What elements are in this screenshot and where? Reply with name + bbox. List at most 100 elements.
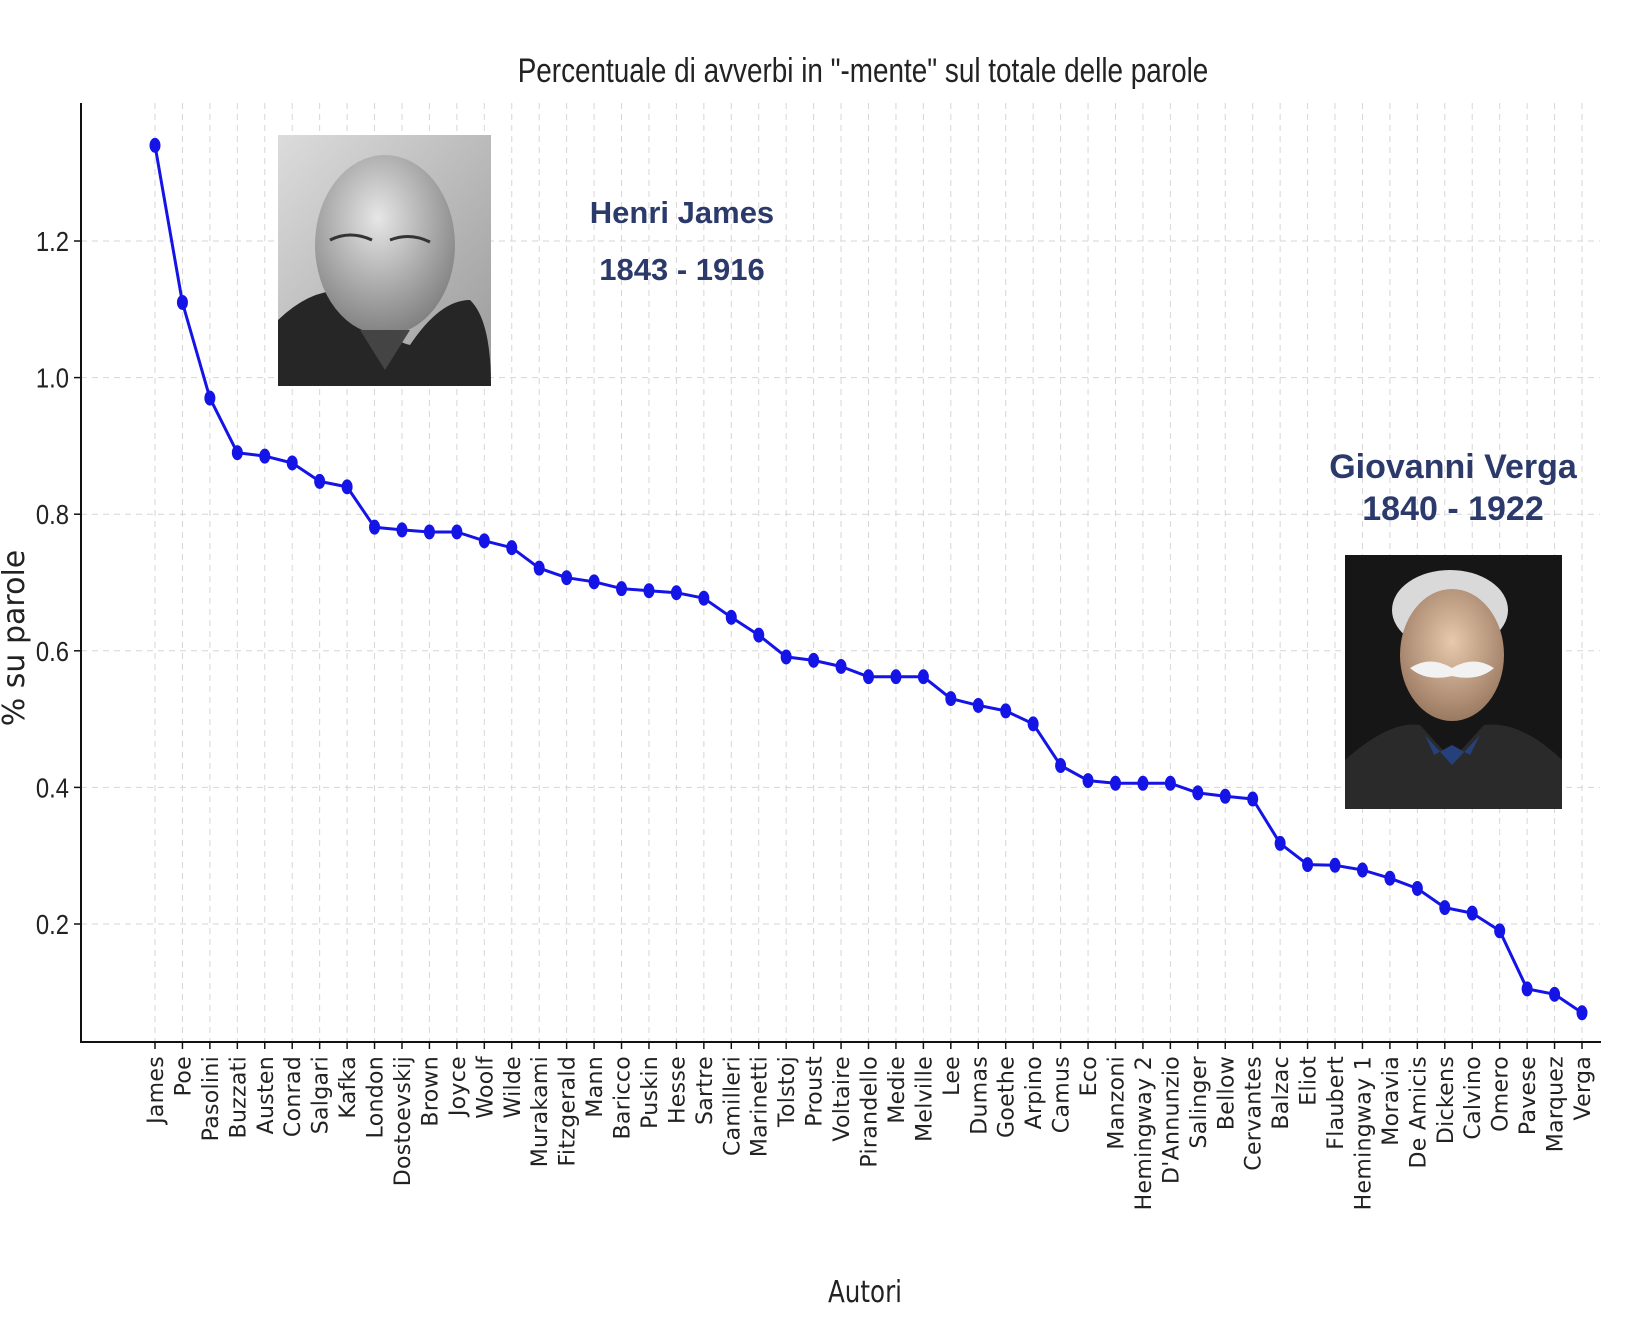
x-tick-label: Flaubert	[1324, 1056, 1349, 1150]
data-point	[1219, 788, 1231, 804]
data-point	[286, 455, 298, 471]
y-axis-title: % su parole	[0, 550, 32, 726]
data-point	[1000, 703, 1012, 719]
data-point	[369, 519, 381, 535]
data-point	[1082, 773, 1094, 789]
james-annotation: Henri James 1843 - 1916	[590, 195, 774, 287]
data-point	[753, 627, 765, 643]
y-tick-label: 0.6	[36, 635, 69, 667]
verga-annotation: Giovanni Verga 1840 - 1922	[1329, 448, 1578, 528]
x-tick-label: Arpino	[1022, 1056, 1047, 1129]
data-point	[917, 669, 929, 685]
x-tick-label: Hemingway 1	[1351, 1056, 1376, 1210]
x-tick-label: Verga	[1571, 1056, 1596, 1120]
data-point	[1192, 785, 1204, 801]
x-tick-label: Salinger	[1187, 1055, 1212, 1148]
data-point	[176, 294, 188, 310]
data-point	[972, 697, 984, 713]
data-point	[698, 590, 710, 606]
x-tick-label: Pirandello	[858, 1056, 883, 1168]
y-ticks: 0.2 0.4 0.6 0.8 1.0 1.2	[36, 225, 81, 940]
x-tick-label: De Amicis	[1406, 1056, 1431, 1168]
x-tick-label: Melville	[912, 1056, 937, 1142]
x-tick-label: Goethe	[995, 1056, 1020, 1138]
data-point	[1521, 981, 1533, 997]
x-tick-label: Proust	[803, 1056, 828, 1127]
data-point	[1356, 862, 1368, 878]
x-tick-label: Poe	[171, 1056, 196, 1096]
x-tick-label: Sartre	[693, 1056, 718, 1125]
data-point	[396, 522, 408, 538]
data-point	[808, 652, 820, 668]
data-point	[506, 540, 518, 556]
data-point	[423, 524, 435, 540]
x-tick-label: Lee	[940, 1056, 965, 1096]
x-tick-label: Joyce	[446, 1056, 471, 1118]
x-tick-label: Marinetti	[748, 1056, 773, 1157]
y-tick-label: 1.0	[36, 362, 69, 394]
x-tick-label: Medie	[885, 1056, 910, 1124]
data-point	[1109, 775, 1121, 791]
verga-years: 1840 - 1922	[1362, 490, 1544, 528]
y-tick-label: 0.2	[36, 908, 69, 940]
x-tick-label: D'Annunzio	[1159, 1056, 1184, 1184]
x-tick-label: Wilde	[501, 1056, 526, 1119]
data-point	[780, 649, 792, 665]
data-point	[863, 669, 874, 685]
data-point	[149, 137, 161, 153]
x-tick-label: Hemingway 2	[1132, 1056, 1157, 1210]
chart-title: Percentuale di avverbi in "-mente" sul t…	[518, 51, 1209, 89]
james-portrait-image	[278, 135, 491, 386]
y-tick-label: 0.8	[36, 498, 69, 530]
x-ticks: James Poe Pasolini Buzzati Austen Conrad Salga…	[144, 1042, 1596, 1210]
data-point	[725, 609, 737, 625]
data-point	[1384, 870, 1396, 886]
data-point	[1494, 923, 1506, 939]
x-tick-label: Camus	[1050, 1056, 1075, 1133]
x-tick-label: Mann	[583, 1056, 608, 1118]
x-tick-label: Marquez	[1544, 1056, 1569, 1152]
x-tick-label: Dostoevskij	[391, 1056, 416, 1186]
x-axis-title: Autori	[828, 1276, 902, 1310]
x-tick-label: Baricco	[611, 1056, 636, 1139]
x-tick-label: Brown	[418, 1056, 443, 1127]
x-tick-label: Dickens	[1434, 1056, 1459, 1144]
y-tick-label: 1.2	[36, 225, 69, 257]
x-tick-label: Murakami	[528, 1056, 553, 1167]
data-point	[643, 583, 655, 599]
data-point	[204, 390, 216, 406]
data-point	[1439, 900, 1451, 916]
x-tick-label: James	[144, 1056, 169, 1126]
x-tick-label: Dumas	[967, 1056, 992, 1135]
x-tick-label: Tolstoj	[775, 1056, 800, 1128]
x-tick-label: Fitzgerald	[556, 1056, 581, 1166]
data-point	[341, 479, 353, 495]
data-point	[1055, 758, 1067, 774]
james-name: Henri James	[590, 195, 774, 230]
x-tick-label: Moravia	[1379, 1056, 1404, 1146]
x-tick-label: Calvino	[1461, 1056, 1486, 1140]
x-tick-label: Eco	[1077, 1056, 1102, 1096]
x-tick-label: Cervantes	[1242, 1056, 1267, 1171]
x-tick-label: Omero	[1489, 1056, 1514, 1132]
x-tick-label: Salgari	[309, 1056, 334, 1134]
data-point	[1247, 791, 1259, 807]
x-tick-label: Voltaire	[830, 1056, 855, 1142]
data-point	[588, 574, 600, 590]
data-point	[670, 585, 682, 601]
x-tick-label: Kafka	[336, 1056, 361, 1119]
data-point	[1576, 1005, 1588, 1021]
x-tick-label: Conrad	[281, 1056, 306, 1137]
data-point	[890, 669, 902, 685]
data-point	[616, 581, 628, 597]
james-years: 1843 - 1916	[599, 252, 764, 287]
data-point	[1027, 716, 1039, 732]
data-point	[835, 659, 847, 675]
data-point	[1411, 880, 1423, 896]
x-tick-label: Pasolini	[199, 1056, 224, 1141]
verga-name: Giovanni Verga	[1329, 448, 1578, 486]
x-tick-label: Pavese	[1516, 1056, 1541, 1135]
data-points	[149, 137, 1588, 1021]
data-point	[478, 533, 490, 549]
